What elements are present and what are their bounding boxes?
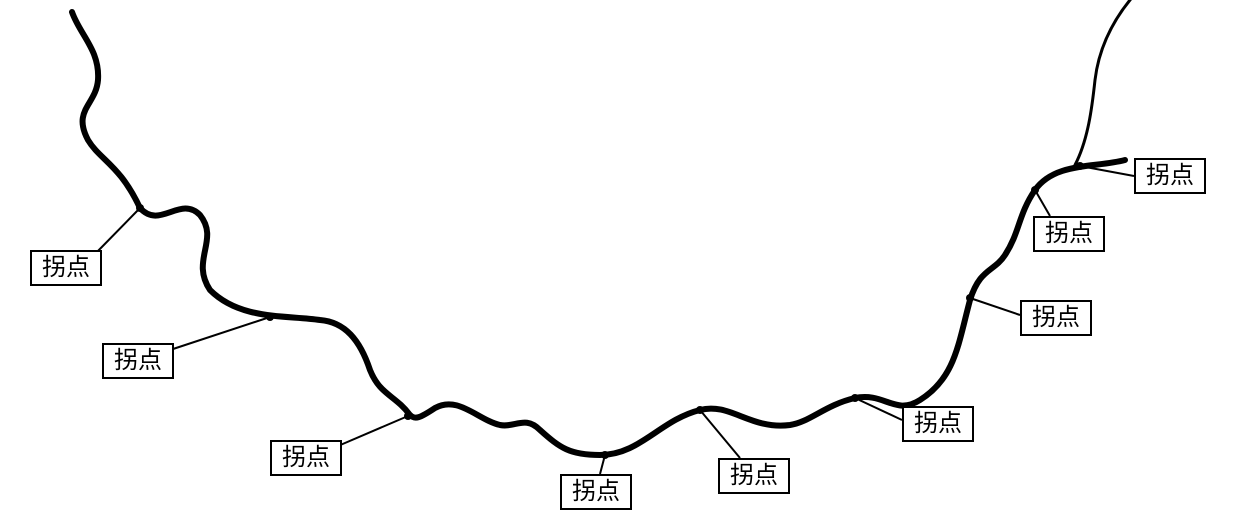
leader-line	[95, 208, 140, 254]
leader-line	[338, 416, 408, 446]
branch-curve	[1075, 0, 1135, 165]
leader-line	[970, 298, 1020, 315]
leader-line	[1035, 190, 1050, 216]
leader-line	[170, 317, 270, 350]
profile-curve	[72, 12, 1125, 455]
leader-line	[1080, 166, 1134, 176]
leader-line	[700, 410, 740, 458]
diagram-canvas	[0, 0, 1240, 517]
